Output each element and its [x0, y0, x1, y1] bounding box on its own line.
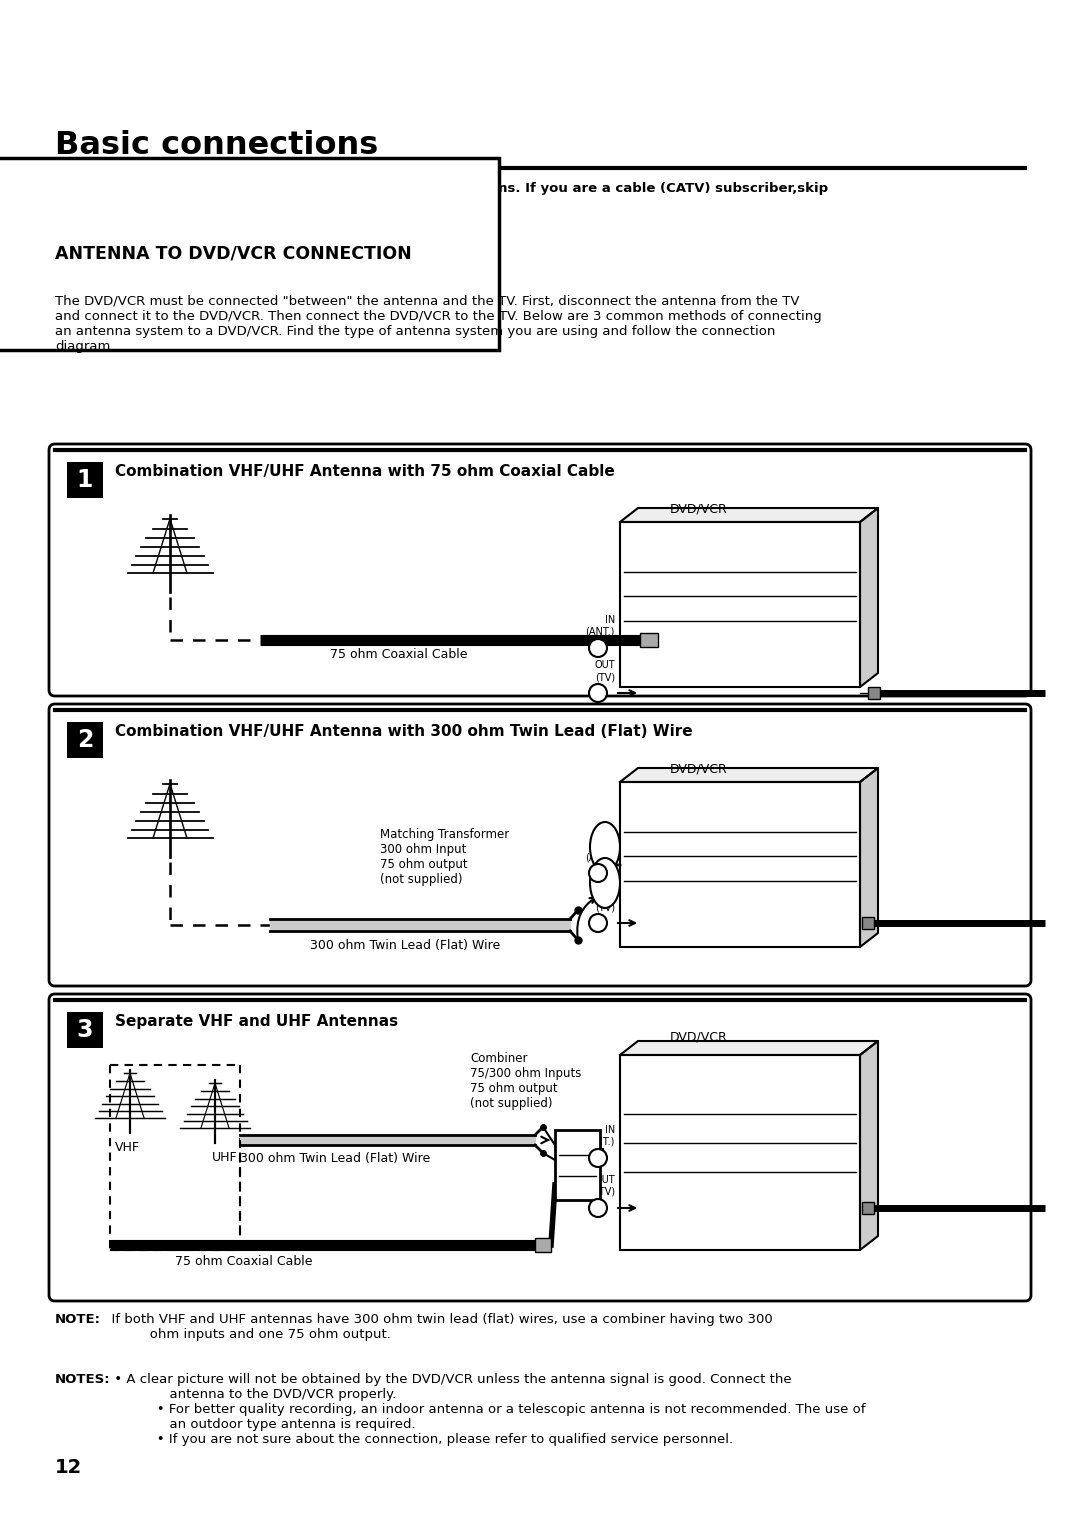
Text: Basic connections: Basic connections: [55, 130, 378, 160]
Polygon shape: [620, 769, 878, 782]
Text: DVD/VCR: DVD/VCR: [670, 762, 728, 775]
Text: OUT
(TV): OUT (TV): [594, 1175, 615, 1196]
Circle shape: [589, 863, 607, 882]
Bar: [620, 782, 860, 947]
Text: Combination VHF/UHF Antenna with 75 ohm Coaxial Cable: Combination VHF/UHF Antenna with 75 ohm …: [114, 465, 615, 478]
Bar: [868, 688, 880, 698]
Text: The DVD/VCR must be connected "between" the antenna and the TV. First, disconnec: The DVD/VCR must be connected "between" …: [55, 295, 822, 353]
Text: IN
(ANT.): IN (ANT.): [585, 840, 615, 862]
Circle shape: [589, 685, 607, 701]
FancyBboxPatch shape: [49, 995, 1031, 1300]
Text: OUT
(TV): OUT (TV): [594, 891, 615, 912]
Bar: [555, 1131, 600, 1199]
Polygon shape: [620, 1041, 878, 1054]
Ellipse shape: [590, 859, 620, 908]
Text: Combiner
75/300 ohm Inputs
75 ohm output
(not supplied): Combiner 75/300 ohm Inputs 75 ohm output…: [470, 1051, 581, 1109]
Text: 300 ohm Twin Lead (Flat) Wire: 300 ohm Twin Lead (Flat) Wire: [240, 1152, 430, 1164]
Circle shape: [589, 914, 607, 932]
Text: 75 ohm Coaxial Cable: 75 ohm Coaxial Cable: [330, 648, 468, 662]
Bar: [535, 1238, 551, 1251]
Text: UHF: UHF: [212, 1151, 238, 1164]
Text: OUT
(TV): OUT (TV): [594, 660, 615, 681]
Bar: [620, 1054, 860, 1250]
Text: 3: 3: [77, 1018, 93, 1042]
Ellipse shape: [590, 822, 620, 872]
Text: VHF: VHF: [114, 1141, 140, 1154]
Bar: [67, 723, 103, 758]
Text: DVD/VCR: DVD/VCR: [670, 503, 728, 515]
Polygon shape: [860, 507, 878, 688]
Bar: [620, 523, 860, 688]
Bar: [862, 917, 874, 929]
Text: NOTES:: NOTES:: [55, 1374, 110, 1386]
Polygon shape: [860, 769, 878, 947]
Bar: [67, 1012, 103, 1048]
Text: DVD/VCR: DVD/VCR: [670, 1030, 728, 1044]
Bar: [67, 461, 103, 498]
FancyBboxPatch shape: [49, 704, 1031, 986]
Text: Separate VHF and UHF Antennas: Separate VHF and UHF Antennas: [114, 1015, 399, 1028]
Text: 2: 2: [77, 727, 93, 752]
Text: IN
(ANT.): IN (ANT.): [585, 1126, 615, 1148]
Bar: [862, 1203, 874, 1215]
Text: • A clear picture will not be obtained by the DVD/VCR unless the antenna signal : • A clear picture will not be obtained b…: [110, 1374, 865, 1445]
Text: 12: 12: [55, 1458, 82, 1478]
Text: Combination VHF/UHF Antenna with 300 ohm Twin Lead (Flat) Wire: Combination VHF/UHF Antenna with 300 ohm…: [114, 724, 692, 740]
Polygon shape: [620, 507, 878, 523]
Text: 300 ohm Twin Lead (Flat) Wire: 300 ohm Twin Lead (Flat) Wire: [310, 940, 500, 952]
Text: If you are using an antenna system, follow these instructions. If you are a cabl: If you are using an antenna system, foll…: [55, 182, 828, 209]
Circle shape: [589, 1199, 607, 1216]
Text: ANTENNA TO DVD/VCR CONNECTION: ANTENNA TO DVD/VCR CONNECTION: [55, 244, 411, 263]
Text: 1: 1: [77, 468, 93, 492]
Bar: [640, 633, 658, 646]
Circle shape: [589, 1149, 607, 1167]
Text: NOTE:: NOTE:: [55, 1313, 102, 1326]
Circle shape: [589, 639, 607, 657]
Text: Matching Transformer
300 ohm Input
75 ohm output
(not supplied): Matching Transformer 300 ohm Input 75 oh…: [380, 828, 510, 886]
Text: If both VHF and UHF antennas have 300 ohm twin lead (flat) wires, use a combiner: If both VHF and UHF antennas have 300 oh…: [103, 1313, 773, 1342]
Polygon shape: [860, 1041, 878, 1250]
Text: IN
(ANT.): IN (ANT.): [585, 616, 615, 637]
FancyBboxPatch shape: [49, 445, 1031, 695]
Text: 75 ohm Coaxial Cable: 75 ohm Coaxial Cable: [175, 1254, 312, 1268]
